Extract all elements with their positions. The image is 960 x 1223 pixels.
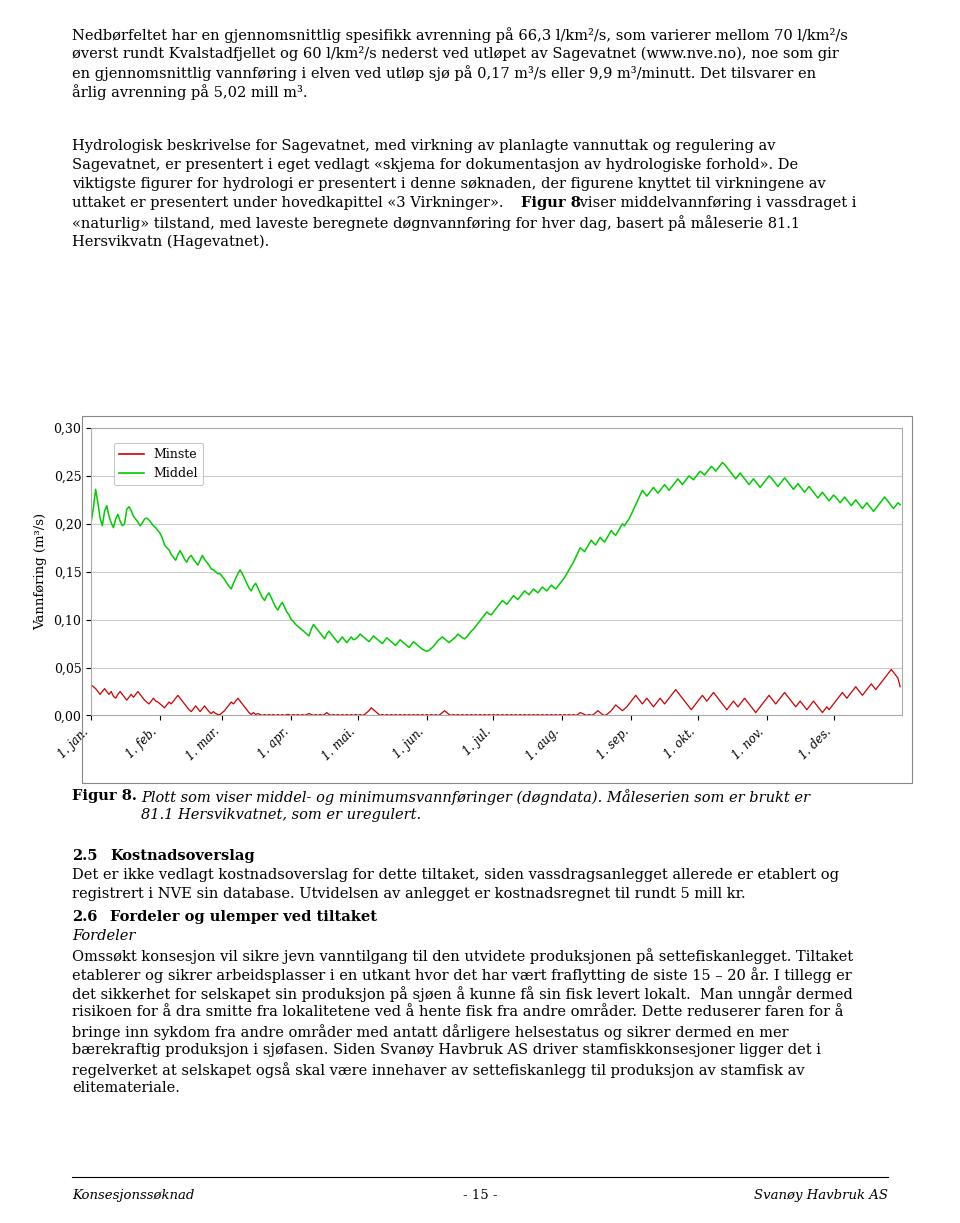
Text: viktigste figurer for hydrologi er presentert i denne søknaden, der figurene kny: viktigste figurer for hydrologi er prese… [72, 177, 826, 191]
Text: Konsesjonssøknad: Konsesjonssøknad [72, 1189, 194, 1202]
Text: det sikkerhet for selskapet sin produksjon på sjøen å kunne få sin fisk levert l: det sikkerhet for selskapet sin produksj… [72, 986, 852, 1002]
Text: årlig avrenning på 5,02 mill m³.: årlig avrenning på 5,02 mill m³. [72, 83, 307, 99]
Text: Sagevatnet, er presentert i eget vedlagt «skjema for dokumentasjon av hydrologis: Sagevatnet, er presentert i eget vedlagt… [72, 158, 798, 172]
Text: registrert i NVE sin database. Utvidelsen av anlegget er kostnadsregnet til rund: registrert i NVE sin database. Utvidelse… [72, 888, 746, 901]
Text: viser middelvannføring i vassdraget i: viser middelvannføring i vassdraget i [575, 196, 856, 210]
Text: Kostnadsoverslag: Kostnadsoverslag [110, 850, 255, 863]
Text: Figur 8: Figur 8 [521, 196, 581, 210]
Text: bringe inn sykdom fra andre områder med antatt dårligere helsestatus og sikrer d: bringe inn sykdom fra andre områder med … [72, 1024, 788, 1040]
Text: Omssøkt konsesjon vil sikre jevn vanntilgang til den utvidete produksjonen på se: Omssøkt konsesjon vil sikre jevn vanntil… [72, 948, 853, 964]
Text: Plott som viser middel- og minimumsvannføringer (døgndata). Måleserien som er br: Plott som viser middel- og minimumsvannf… [141, 789, 810, 805]
Text: - 15 -: - 15 - [463, 1189, 497, 1202]
Text: Fordeler: Fordeler [72, 929, 135, 943]
Text: bærekraftig produksjon i sjøfasen. Siden Svanøy Havbruk AS driver stamfiskkonses: bærekraftig produksjon i sjøfasen. Siden… [72, 1043, 821, 1057]
Text: Hydrologisk beskrivelse for Sagevatnet, med virkning av planlagte vannuttak og r: Hydrologisk beskrivelse for Sagevatnet, … [72, 139, 776, 153]
Text: Hersvikvatn (Hagevatnet).: Hersvikvatn (Hagevatnet). [72, 235, 269, 248]
Text: en gjennomsnittlig vannføring i elven ved utløp sjø på 0,17 m³/s eller 9,9 m³/mi: en gjennomsnittlig vannføring i elven ve… [72, 65, 816, 81]
Text: uttaket er presentert under hovedkapittel «3 Virkninger».: uttaket er presentert under hovedkapitte… [72, 196, 508, 210]
Text: 81.1 Hersvikvatnet, som er uregulert.: 81.1 Hersvikvatnet, som er uregulert. [141, 808, 421, 822]
Text: Figur 8.: Figur 8. [72, 789, 137, 802]
Legend: Minste, Middel: Minste, Middel [113, 443, 204, 486]
Text: elitemateriale.: elitemateriale. [72, 1081, 180, 1095]
Text: Det er ikke vedlagt kostnadsoverslag for dette tiltaket, siden vassdragsanlegget: Det er ikke vedlagt kostnadsoverslag for… [72, 868, 839, 883]
Text: øverst rundt Kvalstadfjellet og 60 l/km²/s nederst ved utløpet av Sagevatnet (ww: øverst rundt Kvalstadfjellet og 60 l/km²… [72, 45, 839, 61]
Text: etablerer og sikrer arbeidsplasser i en utkant hvor det har vært fraflytting de : etablerer og sikrer arbeidsplasser i en … [72, 967, 852, 983]
Text: 2.5: 2.5 [72, 850, 98, 863]
Text: «naturlig» tilstand, med laveste beregnete døgnvannføring for hver dag, basert p: «naturlig» tilstand, med laveste beregne… [72, 215, 800, 231]
Text: Fordeler og ulemper ved tiltaket: Fordeler og ulemper ved tiltaket [110, 910, 377, 925]
Text: Svanøy Havbruk AS: Svanøy Havbruk AS [754, 1189, 888, 1202]
Text: 2.6: 2.6 [72, 910, 97, 925]
Text: risikoen for å dra smitte fra lokalitetene ved å hente fisk fra andre områder. D: risikoen for å dra smitte fra lokalitete… [72, 1005, 844, 1019]
Text: regelverket at selskapet også skal være innehaver av settefiskanlegg til produks: regelverket at selskapet også skal være … [72, 1062, 804, 1077]
Y-axis label: Vannføring (m³/s): Vannføring (m³/s) [34, 514, 47, 630]
Text: Nedbørfeltet har en gjennomsnittlig spesifikk avrenning på 66,3 l/km²/s, som var: Nedbørfeltet har en gjennomsnittlig spes… [72, 27, 848, 43]
